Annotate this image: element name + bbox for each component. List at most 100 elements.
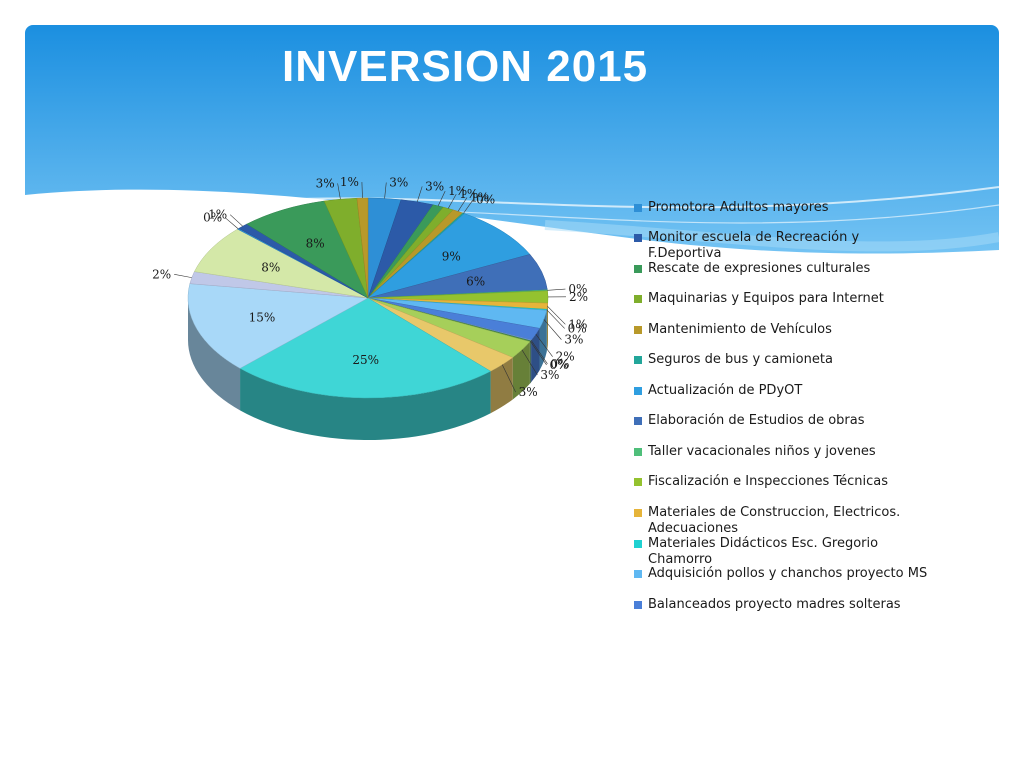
legend-label: Elaboración de Estudios de obras <box>648 413 865 428</box>
pie-slice <box>356 197 369 299</box>
data-label: 15% <box>249 310 276 324</box>
legend-item: Mantenimiento de Vehículos <box>634 322 934 338</box>
legend-item: Fiscalización e Inspecciones Técnicas <box>634 474 934 490</box>
leader-line <box>501 364 516 393</box>
legend-swatch <box>634 601 642 609</box>
data-label: 2% <box>569 290 588 304</box>
legend-label: Monitor escuela de Recreación y F.Deport… <box>648 230 860 261</box>
legend-swatch <box>634 570 642 578</box>
leader-line <box>543 319 562 340</box>
legend-swatch <box>634 295 642 303</box>
data-label: 8% <box>306 236 325 250</box>
leader-line <box>535 333 553 357</box>
data-label: 3% <box>316 176 335 190</box>
data-label: 0% <box>550 358 569 372</box>
data-label: 3% <box>564 333 583 347</box>
data-label: 9% <box>442 250 461 264</box>
pie-slice-side <box>490 357 513 414</box>
legend-swatch <box>634 234 642 242</box>
legend-item: Seguros de bus y camioneta <box>634 352 934 368</box>
legend-item: Rescate de expresiones culturales <box>634 261 934 277</box>
data-label: 0% <box>568 321 587 335</box>
legend-swatch <box>634 417 642 425</box>
data-label: 2% <box>152 267 171 281</box>
legend-item: Promotora Adultos mayores <box>634 200 934 216</box>
legend-item: Actualización de PDyOT <box>634 383 934 399</box>
data-label: 3% <box>519 385 538 399</box>
legend-item: Adquisición pollos y chanchos proyecto M… <box>634 566 934 582</box>
data-label: 1% <box>470 191 489 205</box>
data-label: 1% <box>459 187 478 201</box>
legend-swatch <box>634 540 642 548</box>
leader-line <box>361 182 363 199</box>
data-label: 3% <box>425 179 444 193</box>
leader-line <box>224 217 239 229</box>
legend-item: Materiales Didácticos Esc. Gregorio Cham… <box>634 536 934 568</box>
pie-slice <box>367 213 531 299</box>
legend-label: Adquisición pollos y chanchos proyecto M… <box>648 566 928 581</box>
leader-line <box>229 214 243 227</box>
legend-swatch <box>634 448 642 456</box>
legend-swatch <box>634 387 642 395</box>
legend-swatch <box>634 356 642 364</box>
pie-slice-side <box>240 368 491 440</box>
data-label: 3% <box>389 175 408 189</box>
leader-line <box>530 340 548 365</box>
legend-item: Elaboración de Estudios de obras <box>634 413 934 429</box>
data-label: 0% <box>550 357 569 371</box>
data-label: 0% <box>203 211 222 225</box>
leader-line <box>547 305 566 325</box>
legend-item: Maquinarias y Equipos para Internet <box>634 291 934 307</box>
leader-line <box>463 199 474 214</box>
legend-item: Balanceados proyecto madres solteras <box>634 597 934 613</box>
data-label: 1% <box>340 175 359 189</box>
title-banner <box>25 25 999 275</box>
leader-line <box>447 194 457 209</box>
data-label: 1% <box>208 208 227 222</box>
pie-slice <box>239 297 492 399</box>
pie-slice-side <box>530 339 532 383</box>
legend-item: Monitor escuela de Recreación y F.Deport… <box>634 230 934 262</box>
pie-slice-side <box>188 298 241 411</box>
leader-line <box>174 274 192 278</box>
leader-line <box>521 349 538 376</box>
legend-label: Actualización de PDyOT <box>648 383 803 398</box>
data-label: 6% <box>466 275 485 289</box>
leader-line <box>546 309 565 329</box>
legend-label: Fiscalización e Inspecciones Técnicas <box>648 474 888 489</box>
leader-line <box>337 183 341 200</box>
pie-slice <box>187 283 369 369</box>
data-label: 1% <box>448 184 467 198</box>
leader-line <box>384 182 387 199</box>
data-label: 25% <box>352 353 379 367</box>
legend-label: Balanceados proyecto madres solteras <box>648 597 901 612</box>
legend-label: Mantenimiento de Vehículos <box>648 322 832 337</box>
data-label: 3% <box>540 368 559 382</box>
legend-item: Taller vacacionales niños y jovenes <box>634 444 934 460</box>
leader-line <box>547 288 566 291</box>
legend-label: Taller vacacionales niños y jovenes <box>648 444 876 459</box>
pie-slice-side <box>529 340 531 384</box>
data-label: 8% <box>261 261 280 275</box>
data-label: 0% <box>476 193 495 207</box>
leader-line <box>457 197 468 212</box>
legend-label: Maquinarias y Equipos para Internet <box>648 291 884 306</box>
leader-line <box>416 186 423 202</box>
data-label: 0% <box>568 282 587 296</box>
legend-swatch <box>634 265 642 273</box>
legend-label: Materiales de Construccion, Electricos. … <box>648 505 901 536</box>
leader-line <box>530 341 547 366</box>
legend-swatch <box>634 204 642 212</box>
legend-swatch <box>634 509 642 517</box>
slide-title: INVERSION 2015 <box>282 42 649 91</box>
legend-label: Materiales Didácticos Esc. Gregorio Cham… <box>648 536 879 567</box>
pie-slice-side <box>546 303 548 352</box>
data-label: 2% <box>556 350 575 364</box>
legend-swatch <box>634 326 642 334</box>
leader-line <box>437 191 446 207</box>
legend-label: Seguros de bus y camioneta <box>648 352 833 367</box>
legend-swatch <box>634 478 642 486</box>
legend-label: Rescate de expresiones culturales <box>648 261 871 276</box>
